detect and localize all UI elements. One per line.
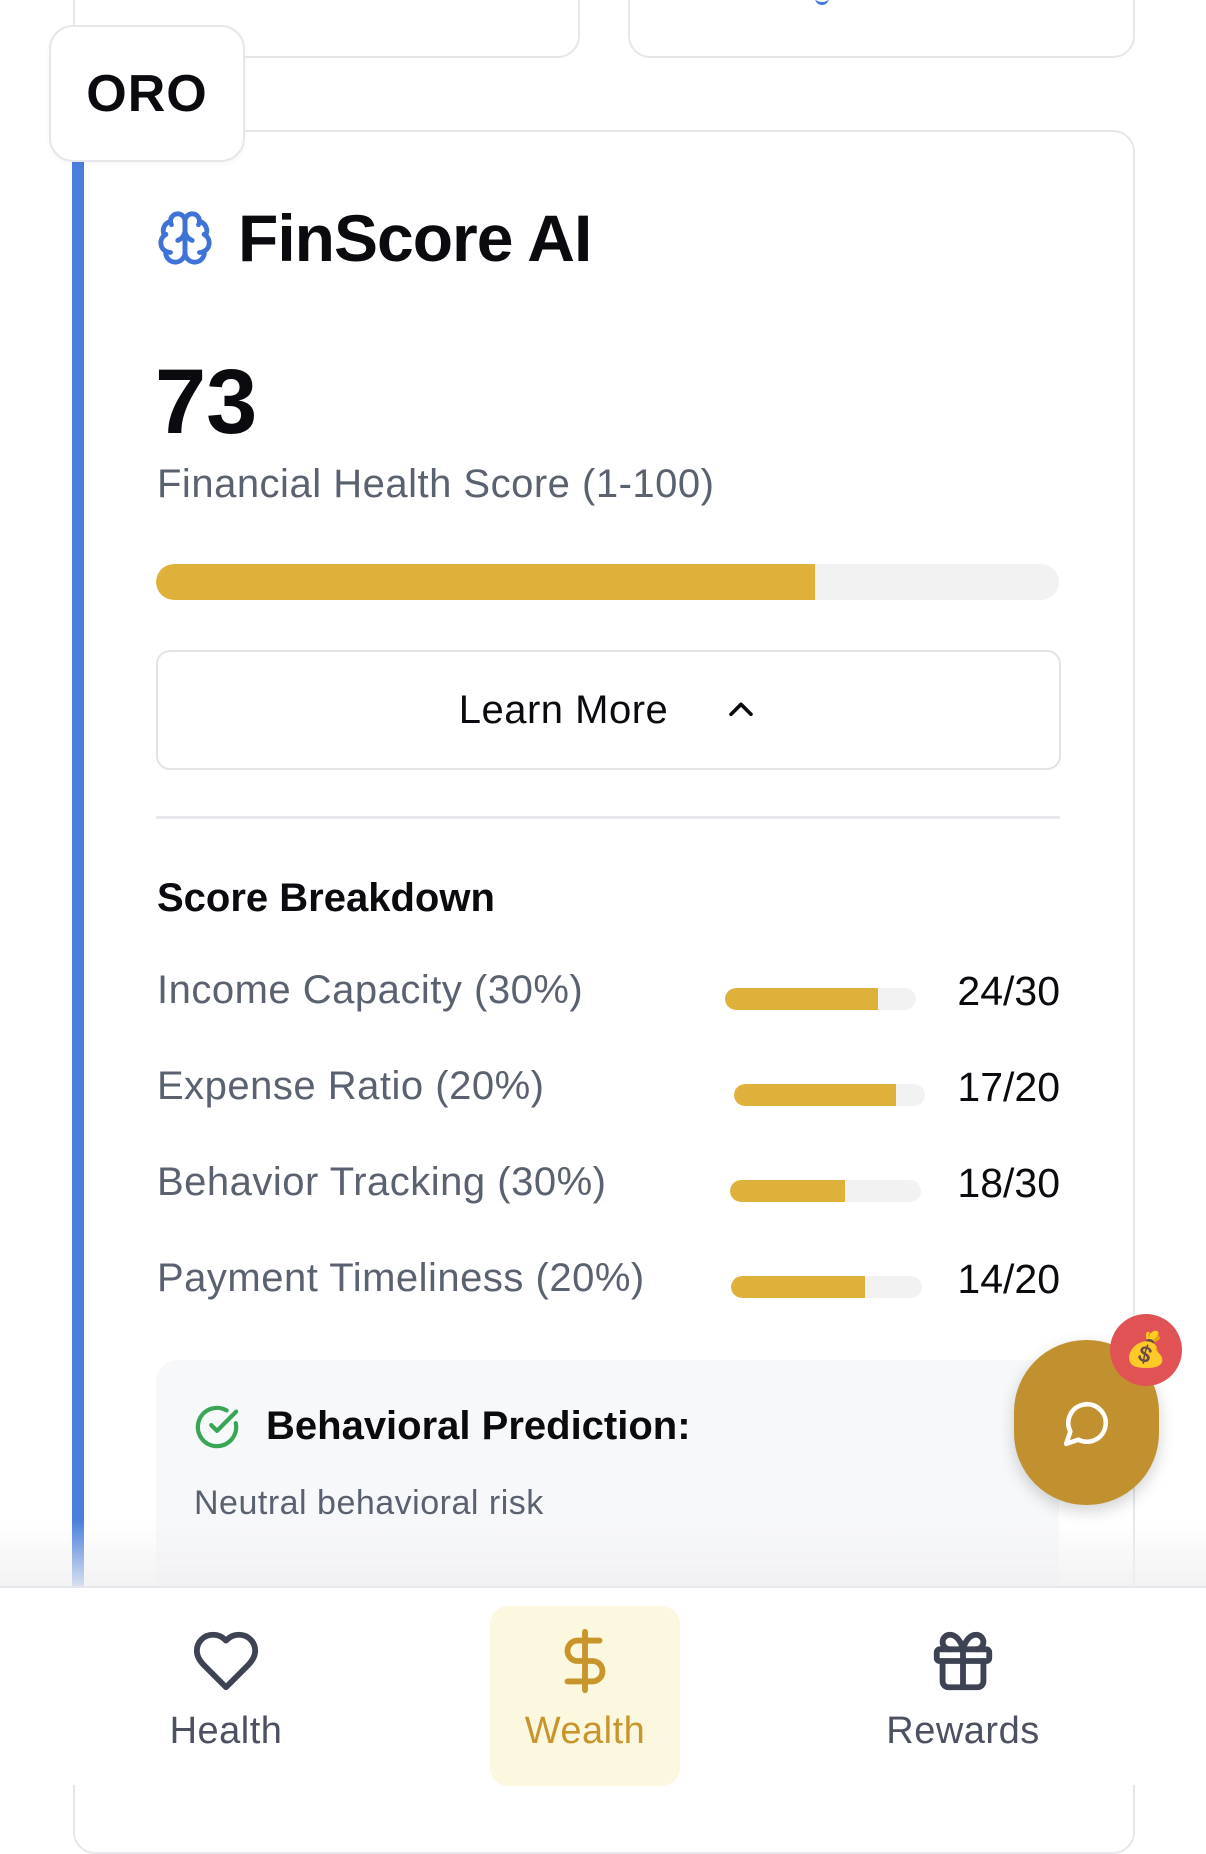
heart-icon: [193, 1631, 259, 1691]
card-header: FinScore AI: [156, 200, 592, 276]
nav-health-label: Health: [169, 1710, 283, 1752]
card-accent-bar: [72, 160, 84, 1590]
card-title: FinScore AI: [238, 201, 592, 275]
nav-rewards[interactable]: Rewards: [868, 1606, 1058, 1786]
chat-bubble-icon: [1063, 1401, 1108, 1446]
money-bag-icon: 💰: [1124, 1331, 1168, 1369]
check-circle-icon: [195, 1405, 239, 1449]
breakdown-bar-fill: [734, 1084, 897, 1106]
nav-health[interactable]: Health: [131, 1606, 321, 1786]
breakdown-bar: [730, 1180, 921, 1202]
top-card-icon-fragment: [815, 0, 829, 5]
nav-wealth[interactable]: Wealth: [490, 1606, 680, 1786]
nav-rewards-label: Rewards: [886, 1710, 1040, 1752]
breakdown-title: Score Breakdown: [157, 876, 495, 920]
breakdown-label: Behavior Tracking (30%): [157, 1160, 607, 1204]
breakdown-row: Expense Ratio (20%) 17/20: [157, 1064, 1060, 1124]
gift-icon: [933, 1631, 993, 1691]
prediction-title: Behavioral Prediction:: [266, 1404, 691, 1448]
breakdown-value: 18/30: [957, 1160, 1060, 1206]
breakdown-row: Income Capacity (30%) 24/30: [157, 968, 1060, 1028]
nav-wealth-label: Wealth: [524, 1710, 646, 1752]
breakdown-value: 24/30: [957, 968, 1060, 1014]
chevron-up-icon: [729, 702, 754, 717]
breakdown-bar: [734, 1084, 925, 1106]
money-bag-badge: 💰: [1110, 1314, 1182, 1386]
breakdown-label: Expense Ratio (20%): [157, 1064, 545, 1108]
oro-badge: ORO: [49, 25, 245, 162]
scroll-fade: [0, 1520, 1206, 1590]
breakdown-bar: [731, 1276, 922, 1298]
score-progress-bar: [156, 564, 1059, 600]
breakdown-value: 17/20: [957, 1064, 1060, 1110]
learn-more-button[interactable]: Learn More: [156, 650, 1061, 770]
breakdown-label: Income Capacity (30%): [157, 968, 584, 1012]
bottom-nav: Health Wealth Rewards: [0, 1586, 1206, 1786]
score-value: 73: [155, 351, 258, 453]
prediction-text: Neutral behavioral risk: [194, 1484, 544, 1522]
breakdown-row: Behavior Tracking (30%) 18/30: [157, 1160, 1060, 1220]
breakdown-label: Payment Timeliness (20%): [157, 1256, 645, 1300]
dollar-icon: [564, 1628, 606, 1694]
breakdown-bar-fill: [730, 1180, 845, 1202]
breakdown-bar: [725, 988, 916, 1010]
learn-more-label: Learn More: [458, 687, 669, 732]
brain-icon: [158, 211, 212, 265]
breakdown-value: 14/20: [957, 1256, 1060, 1302]
score-label: Financial Health Score (1-100): [157, 462, 715, 506]
divider: [156, 816, 1060, 819]
top-card-right[interactable]: [628, 0, 1135, 58]
breakdown-bar-fill: [731, 1276, 865, 1298]
breakdown-row: Payment Timeliness (20%) 14/20: [157, 1256, 1060, 1316]
score-progress-fill: [156, 564, 816, 600]
breakdown-bar-fill: [725, 988, 878, 1010]
